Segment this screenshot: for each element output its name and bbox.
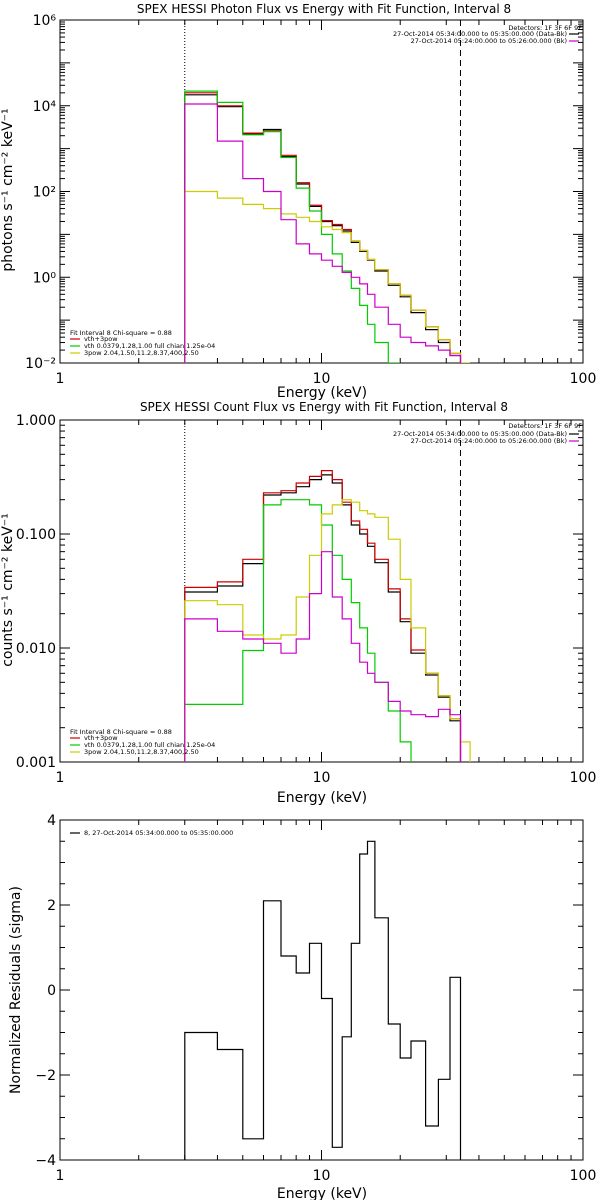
residuals-panel: Energy (keV) Normalized Residuals (sigma…	[8, 813, 597, 1202]
photon-flux-legend-fit-label: vth+3pow	[84, 335, 118, 343]
residuals-series-residuals	[184, 840, 462, 1160]
count-flux-panel: SPEX HESSI Count Flux vs Energy with Fit…	[0, 400, 596, 806]
photon-flux-fit-header: Fit Interval 8 Chi-square = 0.88	[70, 329, 172, 337]
count-flux-ytick-label: 1.000	[16, 413, 56, 429]
count-flux-title: SPEX HESSI Count Flux vs Energy with Fit…	[140, 400, 508, 414]
count-flux-xtick-label: 10	[313, 770, 331, 786]
count-flux-xtick-label: 1	[56, 770, 65, 786]
photon-flux-legend-top-label: 27-Oct-2014 05:24:00.000 to 05:26:00.000…	[411, 37, 567, 45]
count-flux-fit-header: Fit Interval 8 Chi-square = 0.88	[70, 728, 172, 736]
residuals-xtick-label: 10	[313, 1168, 331, 1184]
photon-flux-xlabel: Energy (keV)	[277, 385, 367, 401]
photon-flux-series-vth+3pow	[184, 92, 462, 363]
count-flux-legend-fit-label: vth 0.0379,1.28,1.00 full chian 1.25e-04	[84, 741, 215, 749]
residuals-xtick-label: 1	[56, 1168, 65, 1184]
photon-flux-series-data	[184, 94, 462, 363]
count-flux-xlabel: Energy (keV)	[277, 790, 367, 806]
count-flux-detectors: Detectors: 1F 3F 6F 9F	[508, 422, 582, 430]
photon-flux-ytick-label: 10⁶	[33, 13, 57, 29]
photon-flux-xtick-label: 10	[313, 371, 331, 387]
count-flux-ytick-label: 0.100	[16, 527, 56, 543]
residuals-xtick-label: 100	[570, 1168, 597, 1184]
count-flux-series-3pow	[184, 499, 471, 762]
photon-flux-series-vth	[184, 90, 401, 363]
count-flux-series-data	[184, 474, 462, 762]
photon-flux-ylabel: photons s⁻¹ cm⁻² keV⁻¹	[0, 108, 16, 271]
residuals-ytick-label: −4	[35, 1153, 56, 1169]
photon-flux-series-3pow	[184, 190, 471, 363]
photon-flux-ytick-label: 10⁻²	[25, 356, 56, 372]
residuals-ytick-label: −2	[35, 1068, 56, 1084]
count-flux-xtick-label: 100	[570, 770, 597, 786]
residuals-legend-label: 8, 27-Oct-2014 05:34:00.000 to 05:35:00.…	[84, 829, 233, 837]
photon-flux-frame	[59, 19, 584, 364]
photon-flux-legend-fit-label: 3pow 2.04,1.50,11.2,8.37,400,2.50	[84, 349, 199, 357]
residuals-ylabel: Normalized Residuals (sigma)	[8, 886, 24, 1094]
photon-flux-panel: SPEX HESSI Photon Flux vs Energy with Fi…	[0, 2, 596, 401]
count-flux-legend-top-label: 27-Oct-2014 05:24:00.000 to 05:26:00.000…	[411, 437, 567, 445]
photon-flux-title: SPEX HESSI Photon Flux vs Energy with Fi…	[137, 2, 511, 16]
photon-flux-ytick-label: 10⁴	[33, 99, 57, 115]
count-flux-legend-top-label: 27-Oct-2014 05:34:00.000 to 05:35:00.000…	[393, 430, 567, 438]
residuals-xlabel: Energy (keV)	[277, 1186, 367, 1200]
count-flux-ylabel: counts s⁻¹ cm⁻² keV⁻¹	[0, 513, 16, 667]
photon-flux-series-background	[184, 103, 462, 363]
count-flux-ytick-label: 0.010	[16, 641, 56, 657]
photon-flux-legend-fit-label: vth 0.0379,1.28,1.00 full chian 1.25e-04	[84, 342, 215, 350]
count-flux-legend-fit-label: 3pow 2.04,1.50,11.2,8.37,400,2.50	[84, 748, 199, 756]
residuals-ytick-label: 0	[47, 983, 56, 999]
residuals-ytick-label: 4	[47, 813, 56, 829]
count-flux-series-background	[184, 551, 462, 762]
photon-flux-xtick-label: 100	[570, 371, 597, 387]
photon-flux-xtick-label: 1	[56, 371, 65, 387]
photon-flux-legend-top-label: 27-Oct-2014 05:34:00.000 to 05:35:00.000…	[393, 30, 567, 38]
photon-flux-ytick-label: 10⁰	[33, 270, 57, 286]
photon-flux-ytick-label: 10²	[33, 185, 56, 201]
photon-flux-detectors: Detectors: 1F 3F 6F 9F	[508, 24, 582, 32]
count-flux-legend-fit-label: vth+3pow	[84, 734, 118, 742]
residuals-ytick-label: 2	[47, 898, 56, 914]
count-flux-ytick-label: 0.001	[16, 755, 56, 771]
